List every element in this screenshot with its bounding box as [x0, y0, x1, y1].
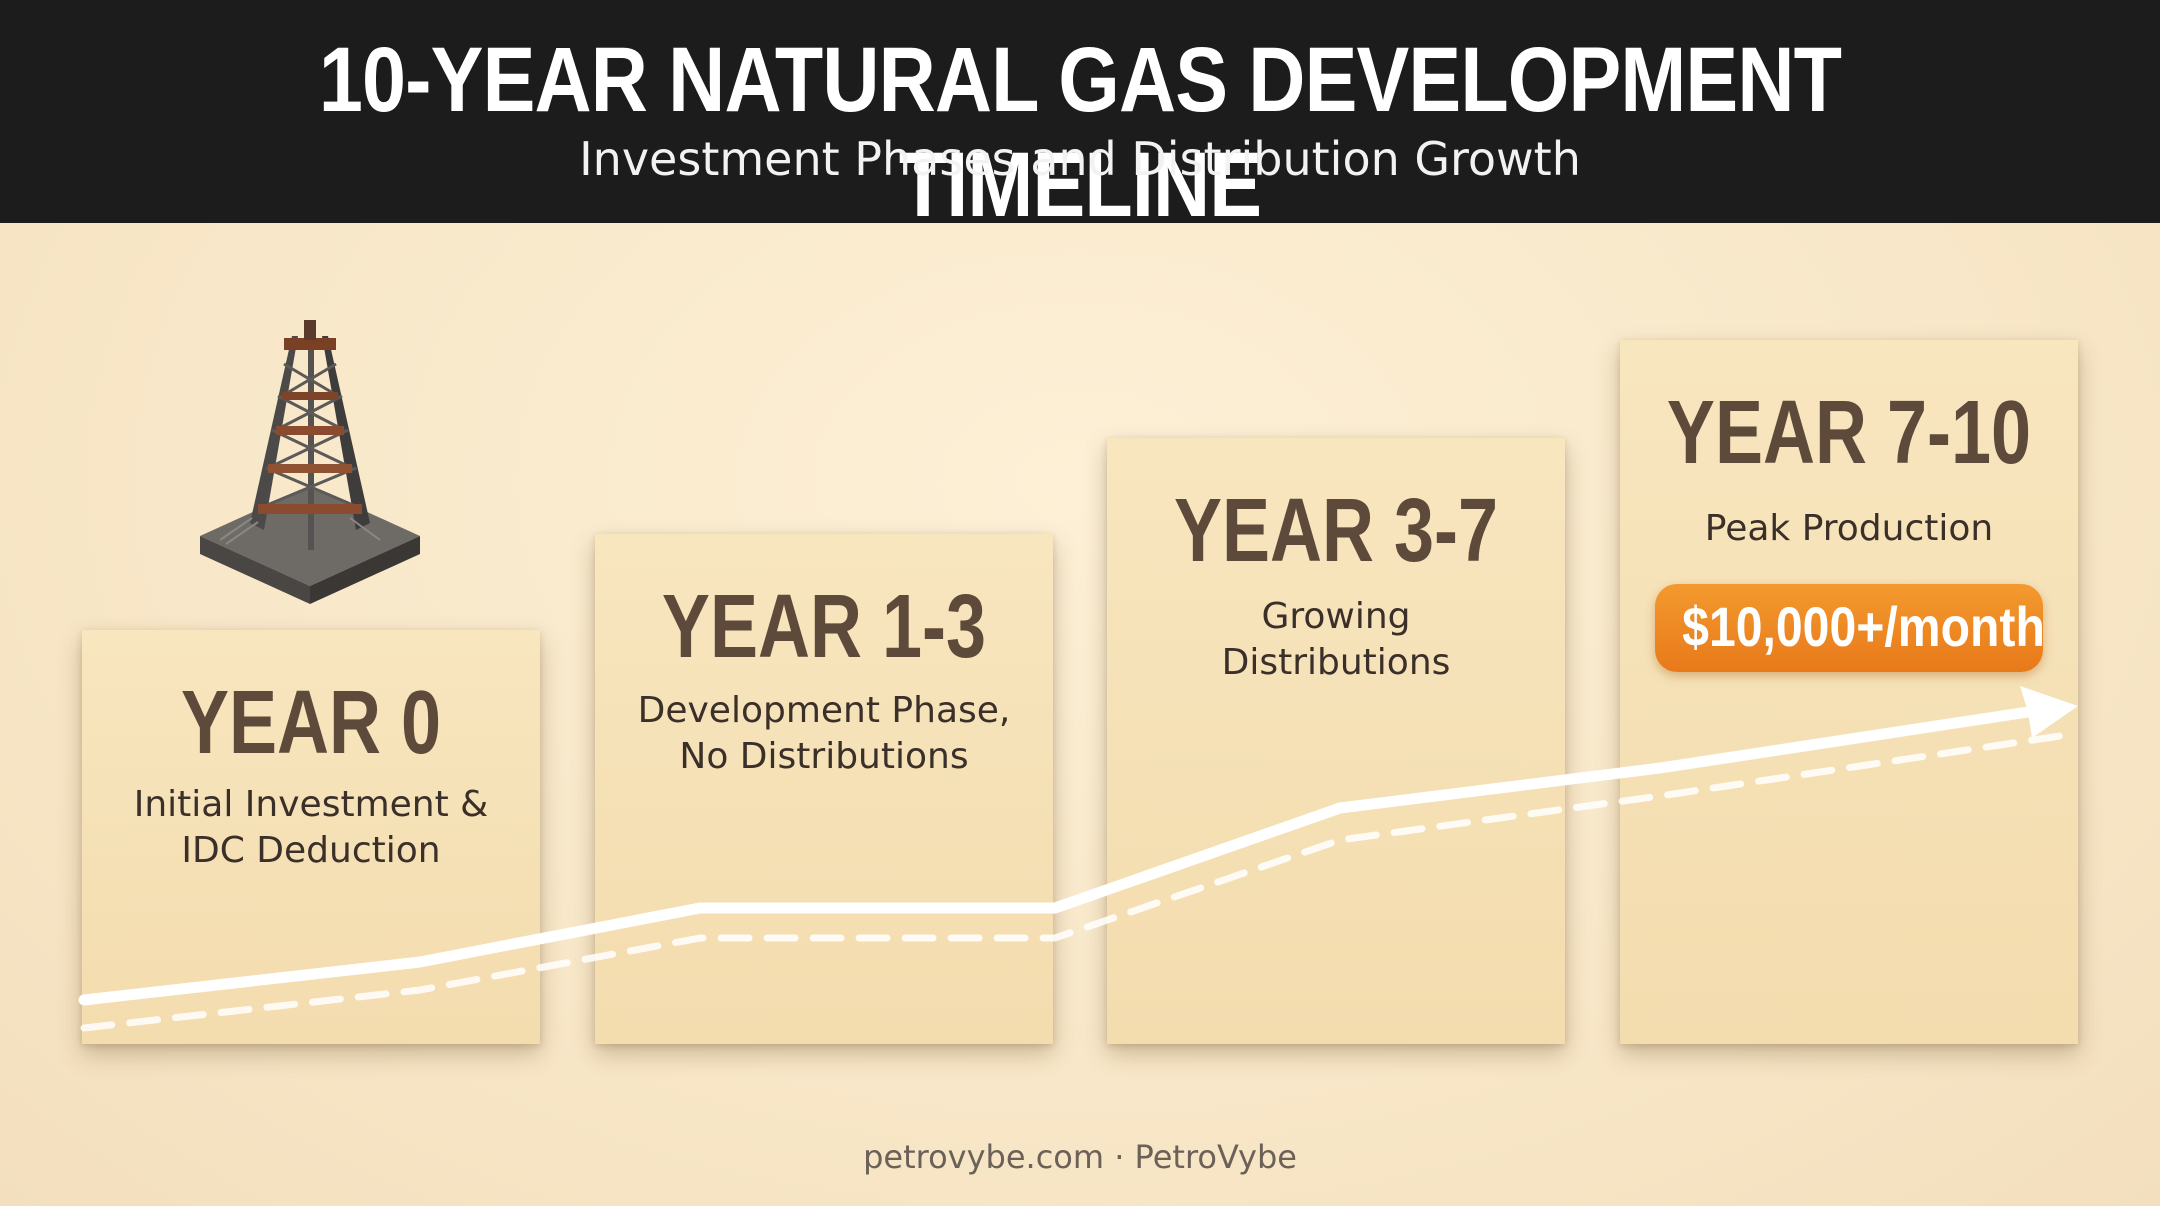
phase-description-line: IDC Deduction	[181, 830, 441, 871]
phase-card-year-1-3: YEAR 1-3 Development Phase, No Distribut…	[595, 534, 1053, 1044]
badge-label: $10,000+/month	[1682, 595, 2045, 658]
page-subtitle: Investment Phases and Distribution Growt…	[579, 132, 1581, 186]
footer-credit: petrovybe.com · PetroVybe	[863, 1138, 1297, 1176]
phase-description-line: Distributions	[1221, 642, 1451, 683]
header-bar: 10-Year Natural Gas Development Timeline…	[0, 0, 2160, 236]
phase-description: Development Phase, No Distributions	[595, 688, 1053, 780]
phase-description: Growing Distributions	[1107, 594, 1565, 686]
phase-heading: YEAR 7-10	[1666, 383, 2032, 483]
phase-description-line: Development Phase,	[637, 690, 1011, 731]
phase-description-line: Initial Investment &	[133, 784, 489, 825]
phase-description-line: Growing	[1261, 596, 1411, 637]
phase-card-year-7-10: YEAR 7-10 Peak Production	[1620, 340, 2078, 1044]
phase-heading: YEAR 1-3	[661, 577, 987, 677]
phase-heading: YEAR 0	[180, 673, 442, 773]
phase-description-line: No Distributions	[679, 736, 969, 777]
phase-card-year-0: YEAR 0 Initial Investment & IDC Deductio…	[82, 630, 540, 1044]
oil-derrick-icon	[200, 320, 420, 604]
phase-description: Initial Investment & IDC Deduction	[82, 782, 540, 874]
phase-description: Peak Production	[1620, 506, 2078, 552]
page-title: 10-Year Natural Gas Development Timeline	[318, 29, 1842, 236]
phase-card-year-3-7: YEAR 3-7 Growing Distributions	[1107, 438, 1565, 1044]
phase-description-line: Peak Production	[1704, 508, 1994, 549]
peak-distribution-badge: $10,000+/month	[1655, 584, 2045, 672]
phase-heading: YEAR 3-7	[1173, 481, 1499, 581]
